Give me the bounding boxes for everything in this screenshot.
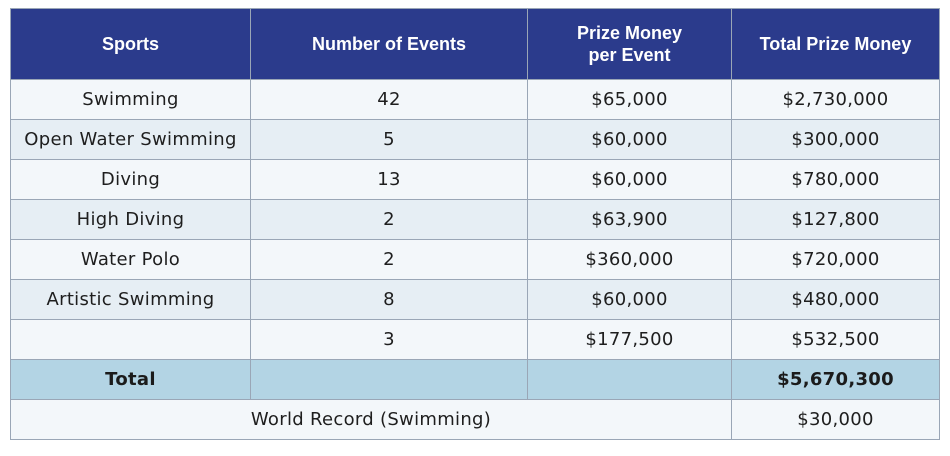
cell-prize: $177,500 <box>527 319 732 360</box>
total-empty-cell <box>250 359 528 400</box>
cell-prize: $60,000 <box>527 119 732 160</box>
cell-total: $532,500 <box>731 319 940 360</box>
cell-total: $2,730,000 <box>731 79 940 120</box>
cell-events: 8 <box>250 279 528 320</box>
cell-prize: $63,900 <box>527 199 732 240</box>
cell-sport: High Diving <box>10 199 251 240</box>
cell-total: $720,000 <box>731 239 940 280</box>
prize-money-table-container: Sports Number of Events Prize Money per … <box>10 8 940 440</box>
table-row: 3 $177,500 $532,500 <box>10 319 940 360</box>
table-row: High Diving 2 $63,900 $127,800 <box>10 199 940 240</box>
cell-events: 5 <box>250 119 528 160</box>
table-row: Swimming 42 $65,000 $2,730,000 <box>10 79 940 120</box>
cell-sport: Diving <box>10 159 251 200</box>
cell-events: 2 <box>250 199 528 240</box>
header-total-prize-money: Total Prize Money <box>731 8 940 80</box>
cell-sport <box>10 319 251 360</box>
cell-events: 2 <box>250 239 528 280</box>
cell-prize: $60,000 <box>527 159 732 200</box>
world-record-value: $30,000 <box>731 399 940 440</box>
prize-money-table: Sports Number of Events Prize Money per … <box>10 8 940 440</box>
table-row: Diving 13 $60,000 $780,000 <box>10 159 940 200</box>
cell-sport: Open Water Swimming <box>10 119 251 160</box>
cell-total: $127,800 <box>731 199 940 240</box>
cell-sport: Artistic Swimming <box>10 279 251 320</box>
total-value: $5,670,300 <box>731 359 940 400</box>
world-record-label: World Record (Swimming) <box>10 399 732 440</box>
total-empty-cell <box>527 359 732 400</box>
table-row: Water Polo 2 $360,000 $720,000 <box>10 239 940 280</box>
header-prize-money-per-event: Prize Money per Event <box>527 8 732 80</box>
table-row: Artistic Swimming 8 $60,000 $480,000 <box>10 279 940 320</box>
world-record-row: World Record (Swimming) $30,000 <box>10 399 940 440</box>
table-row: Open Water Swimming 5 $60,000 $300,000 <box>10 119 940 160</box>
cell-events: 42 <box>250 79 528 120</box>
cell-prize: $65,000 <box>527 79 732 120</box>
cell-sport: Swimming <box>10 79 251 120</box>
header-sports: Sports <box>10 8 251 80</box>
header-prize-line1: Prize Money <box>576 23 683 43</box>
cell-events: 13 <box>250 159 528 200</box>
total-label: Total <box>10 359 251 400</box>
header-row: Sports Number of Events Prize Money per … <box>10 8 940 80</box>
header-number-of-events: Number of Events <box>250 8 528 80</box>
cell-total: $480,000 <box>731 279 940 320</box>
cell-sport: Water Polo <box>10 239 251 280</box>
cell-total: $300,000 <box>731 119 940 160</box>
header-prize-line2: per Event <box>588 45 671 65</box>
cell-total: $780,000 <box>731 159 940 200</box>
cell-prize: $360,000 <box>527 239 732 280</box>
cell-prize: $60,000 <box>527 279 732 320</box>
cell-events: 3 <box>250 319 528 360</box>
total-row: Total $5,670,300 <box>10 359 940 400</box>
